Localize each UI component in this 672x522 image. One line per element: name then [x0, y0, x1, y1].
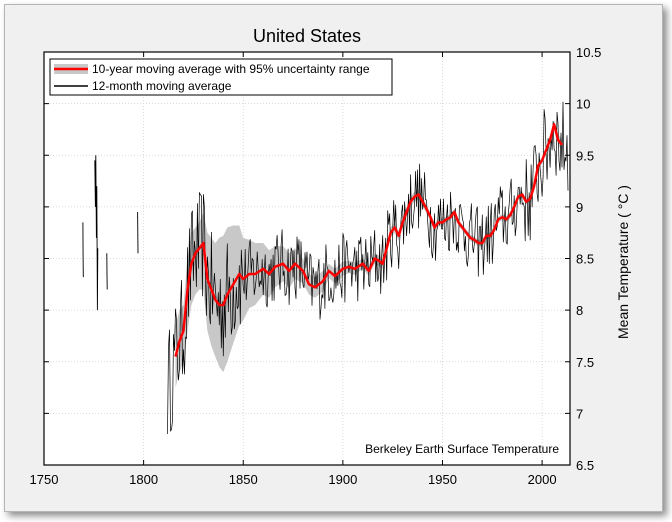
y-axis: 6.5 7 7.5 8 8.5 9 9.5 10 10.5 — [44, 45, 601, 473]
x-tick-label: 1800 — [129, 472, 158, 487]
y-tick-label: 8.5 — [576, 252, 594, 267]
y-tick-label: 10 — [576, 97, 590, 112]
smooth-line — [174, 123, 563, 357]
y-tick-label: 8 — [576, 303, 583, 318]
legend-monthly-label: 12-month moving average — [92, 79, 232, 93]
y-tick-label: 10.5 — [576, 45, 601, 60]
legend-box — [49, 58, 393, 96]
monthly-line — [167, 101, 569, 435]
x-axis: 1750 1800 1850 1900 1950 2000 — [30, 52, 557, 487]
chart-title: United States — [253, 26, 361, 46]
source-annotation: Berkeley Earth Surface Temperature — [365, 442, 559, 456]
y-tick-label: 6.5 — [576, 458, 594, 473]
y-tick-label: 7 — [576, 406, 583, 421]
y-tick-label: 9 — [576, 200, 583, 215]
x-tick-label: 1900 — [328, 472, 357, 487]
legend-smooth-label: 10-year moving average with 95% uncertai… — [92, 62, 370, 76]
monthly-series — [82, 101, 569, 435]
y-tick-label: 7.5 — [576, 355, 594, 370]
y-tick-label: 9.5 — [576, 148, 594, 163]
smooth-series — [174, 123, 563, 357]
x-tick-label: 1950 — [428, 472, 457, 487]
uncertainty-band-area — [175, 120, 562, 388]
x-tick-label: 1850 — [229, 472, 258, 487]
y-axis-label: Mean Temperature ( °C ) — [615, 185, 631, 339]
uncertainty-band — [175, 120, 562, 388]
x-tick-label: 2000 — [528, 472, 557, 487]
x-tick-label: 1750 — [30, 472, 59, 487]
monthly-line-early — [94, 155, 99, 311]
legend: 10-year moving average with 95% uncertai… — [49, 58, 393, 96]
